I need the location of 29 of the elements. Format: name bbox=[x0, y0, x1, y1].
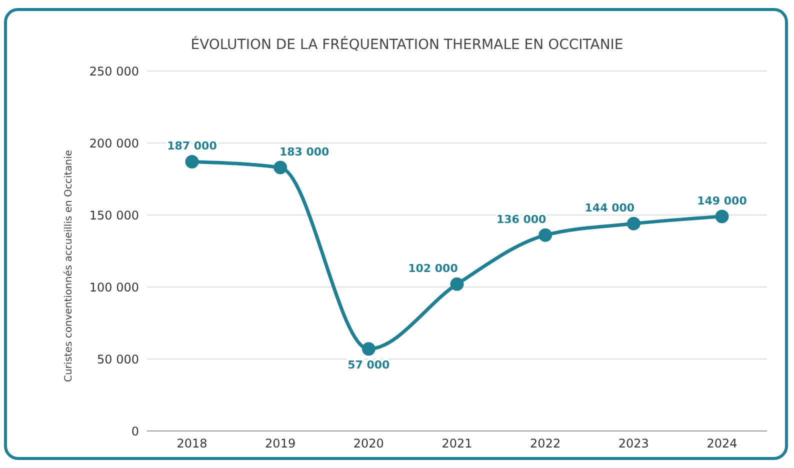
chart-title: ÉVOLUTION DE LA FRÉQUENTATION THERMALE EN OCCITANIE bbox=[190, 37, 624, 53]
point bbox=[450, 277, 464, 291]
x-tick-label: 2020 bbox=[353, 436, 384, 451]
data-label: 102 000 bbox=[408, 262, 458, 276]
point bbox=[362, 342, 376, 356]
x-tick-label: 2024 bbox=[706, 436, 738, 451]
data-label: 183 000 bbox=[279, 145, 330, 158]
point bbox=[626, 216, 640, 230]
data-label: 144 000 bbox=[584, 202, 635, 215]
x-tick-label: 2022 bbox=[530, 436, 561, 451]
y-tick-label: 0 bbox=[131, 424, 139, 438]
point bbox=[185, 154, 199, 168]
y-tick-label: 100 000 bbox=[89, 280, 139, 294]
x-tick-label: 2019 bbox=[265, 436, 296, 451]
data-label: 57 000 bbox=[348, 358, 390, 372]
y-tick-label: 200 000 bbox=[89, 136, 139, 150]
y-tick-label: 50 000 bbox=[97, 352, 139, 366]
point bbox=[715, 210, 729, 224]
x-tick-label: 2023 bbox=[618, 436, 649, 451]
x-tick-label: 2021 bbox=[442, 436, 472, 451]
y-axis-title: Curistes conventionnés accueillis en Occitanie bbox=[64, 150, 74, 382]
data-label: 136 000 bbox=[496, 213, 547, 226]
point bbox=[274, 160, 288, 174]
y-tick-label: 150 000 bbox=[89, 208, 139, 222]
data-label: 149 000 bbox=[697, 194, 748, 208]
y-tick-label: 250 000 bbox=[89, 64, 139, 78]
data-label: 187 000 bbox=[167, 140, 218, 153]
point bbox=[538, 228, 552, 242]
x-tick-label: 2018 bbox=[176, 436, 208, 451]
